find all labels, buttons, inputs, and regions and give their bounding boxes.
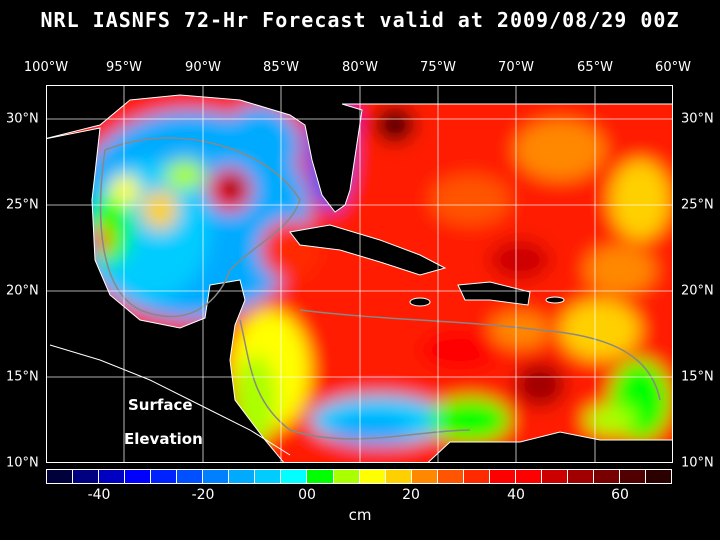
colorbar-tick: 60 — [611, 487, 629, 503]
colorbar-unit: cm — [348, 506, 372, 524]
pacific-coastline — [49, 344, 291, 456]
south-america-land — [426, 431, 673, 463]
colorbar-bin — [281, 470, 308, 483]
lat-label: 25°N — [6, 197, 39, 213]
colorbar-bin — [359, 470, 386, 483]
colorbar-tick: -40 — [87, 487, 111, 503]
puerto-rico-land — [545, 296, 565, 304]
colorbar-bin — [541, 470, 568, 483]
colorbar-bin — [151, 470, 178, 483]
lon-label: 85°W — [263, 60, 299, 75]
lat-label: 10°N — [681, 455, 714, 471]
colorbar-bin — [229, 470, 256, 483]
colorbar-bin — [646, 470, 672, 483]
lat-label: 30°N — [681, 111, 714, 127]
lon-label: 65°W — [577, 60, 613, 75]
lon-label: 95°W — [106, 60, 142, 75]
surface-elevation-map — [46, 85, 673, 463]
colorbar-bin — [620, 470, 647, 483]
colorbar-bin — [99, 470, 126, 483]
north-america-land — [46, 85, 673, 213]
colorbar-tick: 40 — [507, 487, 525, 503]
colorbar-tick: 00 — [298, 487, 316, 503]
colorbar-bin — [125, 470, 152, 483]
colorbar-bin — [489, 470, 516, 483]
lat-label: 30°N — [6, 111, 39, 127]
lon-label: 60°W — [655, 60, 691, 75]
colorbar-bin — [47, 470, 74, 483]
colorbar-bin — [593, 470, 621, 483]
lon-label: 80°W — [342, 60, 378, 75]
colorbar-bin — [385, 470, 412, 483]
colorbar-bin — [463, 470, 490, 483]
colorbar-bin — [437, 470, 464, 483]
colorbar-bin — [411, 470, 438, 483]
colorbar-bin — [73, 470, 100, 483]
map-frame — [46, 85, 673, 463]
jamaica-land — [409, 297, 431, 307]
annotation-surface: Surface — [128, 396, 193, 414]
colorbar-tick: 20 — [402, 487, 420, 503]
lat-label: 20°N — [681, 283, 714, 299]
colorbar-bin — [307, 470, 334, 483]
lon-label: 75°W — [420, 60, 456, 75]
colorbar-bin — [255, 470, 282, 483]
colorbar-tick: -20 — [191, 487, 215, 503]
colorbar-bin — [515, 470, 542, 483]
lat-label: 15°N — [6, 369, 39, 385]
colorbar-bin — [567, 470, 594, 483]
land-mask — [46, 85, 673, 463]
colorbar-bin — [333, 470, 360, 483]
lat-lon-grid — [46, 85, 673, 463]
lon-label: 100°W — [23, 60, 69, 75]
lon-label: 70°W — [498, 60, 534, 75]
colorbar-bin — [177, 470, 204, 483]
lat-label: 15°N — [681, 369, 714, 385]
bathymetry-contours — [99, 137, 661, 440]
map-title: NRL IASNFS 72-Hr Forecast valid at 2009/… — [40, 8, 680, 32]
cuba-land — [289, 224, 447, 276]
lat-label: 25°N — [681, 197, 714, 213]
colorbar-bin — [203, 470, 230, 483]
colorbar — [46, 469, 672, 484]
lat-label: 10°N — [6, 455, 39, 471]
lat-label: 20°N — [6, 283, 39, 299]
lon-label: 90°W — [185, 60, 221, 75]
annotation-elevation: Elevation — [124, 430, 203, 448]
hispaniola-land — [457, 281, 531, 306]
